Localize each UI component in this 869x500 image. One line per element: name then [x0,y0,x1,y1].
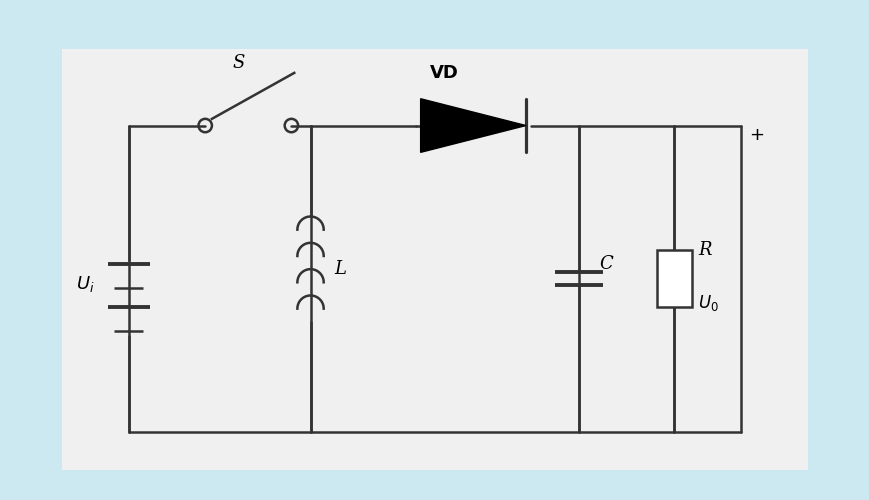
Text: VD: VD [429,64,459,82]
Text: $U_0$: $U_0$ [698,292,719,312]
Text: $U_i$: $U_i$ [76,274,95,293]
Text: L: L [334,260,346,278]
Text: +: + [748,126,763,144]
Text: C: C [599,256,613,274]
Text: S: S [232,54,245,72]
Polygon shape [420,98,526,152]
FancyBboxPatch shape [62,49,807,470]
Text: R: R [698,241,711,259]
Bar [656,250,691,308]
